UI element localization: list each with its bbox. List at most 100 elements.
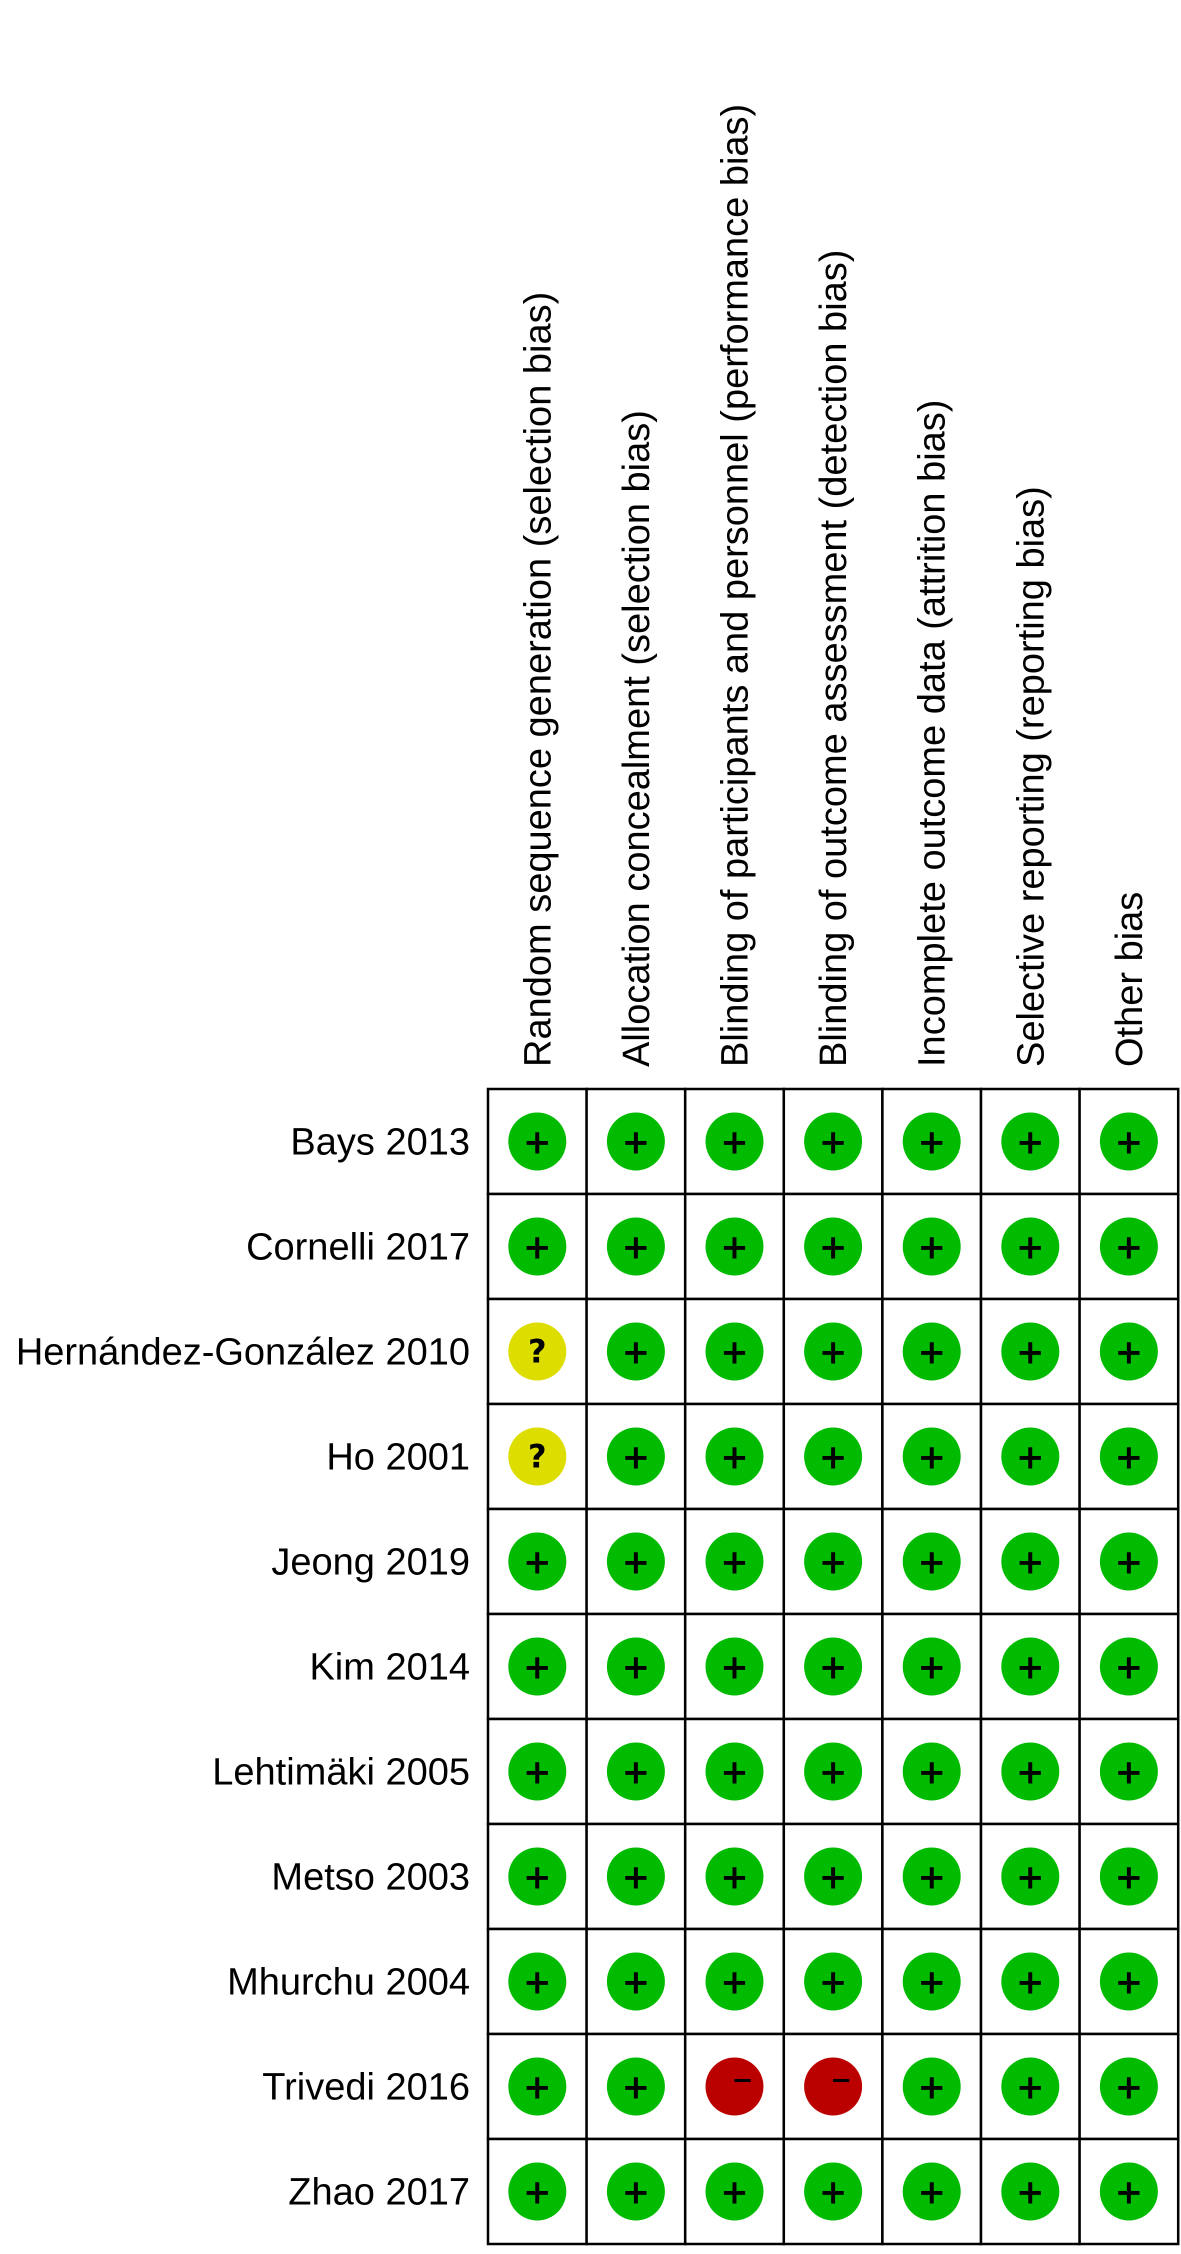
judgement-symbol: + <box>819 1438 848 1478</box>
assessment-grid: + + + + + + + + + + + + + +? + + + + + +? + + + + + + + + + + + + + + + + + +… <box>486 1087 1180 2246</box>
judgement-symbol: + <box>720 1858 749 1898</box>
judgement-dot <box>1099 2162 1158 2221</box>
column-label: Random sequence generation (selection bi… <box>517 292 559 1067</box>
judgement-dot <box>705 2162 764 2221</box>
judgement-dot <box>606 2162 665 2221</box>
column-label: Blinding of outcome assessment (detectio… <box>813 250 855 1067</box>
judgement-dot <box>606 1427 665 1486</box>
judgement-dot <box>705 1637 764 1696</box>
judgement-symbol: + <box>1115 1963 1144 2003</box>
judgement-symbol: + <box>622 1123 651 1163</box>
judgement-dot <box>804 2057 863 2116</box>
judgement-dot <box>902 2162 961 2221</box>
judgement-dot <box>606 1742 665 1801</box>
judgement-symbol: + <box>720 1753 749 1793</box>
judgement-dot <box>508 1532 567 1591</box>
judgement-dot <box>508 2057 567 2116</box>
judgement-dot <box>508 1427 567 1486</box>
judgement-dot <box>705 1952 764 2011</box>
table-cell <box>1078 1402 1180 1511</box>
judgement-symbol: + <box>523 1753 552 1793</box>
judgement-dot <box>705 1217 764 1276</box>
judgement-symbol: + <box>523 1648 552 1688</box>
judgement-symbol: + <box>819 1543 848 1583</box>
judgement-symbol: + <box>1115 1543 1144 1583</box>
judgement-dot <box>705 2057 764 2116</box>
judgement-symbol: + <box>523 2173 552 2213</box>
judgement-dot <box>1099 1322 1158 1381</box>
judgement-dot <box>1099 1637 1158 1696</box>
judgement-symbol: + <box>720 1543 749 1583</box>
judgement-symbol: + <box>523 2068 552 2108</box>
judgement-symbol: + <box>1016 1648 1045 1688</box>
judgement-dot <box>1099 1427 1158 1486</box>
judgement-symbol: + <box>622 1963 651 2003</box>
judgement-dot <box>902 1322 961 1381</box>
judgement-symbol: + <box>1115 2068 1144 2108</box>
judgement-symbol: + <box>1115 2173 1144 2213</box>
judgement-symbol: + <box>917 1333 946 1373</box>
judgement-dot <box>902 1427 961 1486</box>
judgement-dot <box>1001 1637 1060 1696</box>
judgement-dot <box>804 2162 863 2221</box>
judgement-dot <box>804 1217 863 1276</box>
judgement-symbol: + <box>1115 1753 1144 1793</box>
row-label: Hernández-González 2010 <box>16 1332 470 1374</box>
judgement-dot <box>1099 1532 1158 1591</box>
judgement-symbol: + <box>1016 1438 1045 1478</box>
judgement-dot <box>508 1217 567 1276</box>
row-label: Zhao 2017 <box>288 2172 470 2214</box>
judgement-symbol: + <box>622 1753 651 1793</box>
judgement-symbol: + <box>720 1438 749 1478</box>
judgement-dot <box>902 2057 961 2116</box>
judgement-symbol: + <box>1016 1543 1045 1583</box>
judgement-symbol: + <box>1115 1123 1144 1163</box>
judgement-symbol: + <box>1115 1648 1144 1688</box>
judgement-symbol: + <box>917 1228 946 1268</box>
judgement-dot <box>508 1847 567 1906</box>
row-label: Bays 2013 <box>290 1122 470 1164</box>
judgement-symbol: + <box>1115 1858 1144 1898</box>
judgement-dot <box>705 1322 764 1381</box>
judgement-dot <box>705 1532 764 1591</box>
judgement-dot <box>1099 1112 1158 1171</box>
judgement-dot <box>1099 1742 1158 1801</box>
table-cell <box>782 1402 884 1511</box>
judgement-symbol: + <box>720 1333 749 1373</box>
judgement-symbol: + <box>819 1858 848 1898</box>
judgement-symbol: + <box>819 1333 848 1373</box>
judgement-symbol: + <box>1016 1963 1045 2003</box>
judgement-symbol: + <box>917 1438 946 1478</box>
row-label: Lehtimäki 2005 <box>212 1752 470 1794</box>
column-label: Selective reporting (reporting bias) <box>1010 486 1052 1067</box>
judgement-dot <box>902 1847 961 1906</box>
column-label: Incomplete outcome data (attrition bias) <box>912 400 954 1067</box>
judgement-dot <box>705 1742 764 1801</box>
judgement-symbol: + <box>917 1123 946 1163</box>
judgement-symbol: + <box>720 1963 749 2003</box>
judgement-dot <box>705 1112 764 1171</box>
judgement-dot <box>1001 2162 1060 2221</box>
judgement-dot <box>804 1637 863 1696</box>
judgement-symbol: + <box>622 1648 651 1688</box>
judgement-dot <box>902 1952 961 2011</box>
judgement-symbol: + <box>523 1123 552 1163</box>
judgement-symbol: + <box>523 1963 552 2003</box>
judgement-dot <box>606 1847 665 1906</box>
judgement-dot <box>508 1952 567 2011</box>
judgement-symbol: + <box>1016 1753 1045 1793</box>
judgement-dot <box>902 1742 961 1801</box>
judgement-symbol: + <box>720 2173 749 2213</box>
row-label: Kim 2014 <box>309 1647 470 1689</box>
judgement-dot <box>902 1112 961 1171</box>
row-label: Jeong 2019 <box>271 1542 470 1584</box>
judgement-symbol: + <box>819 1228 848 1268</box>
row-label: Trivedi 2016 <box>262 2067 470 2109</box>
judgement-dot <box>902 1637 961 1696</box>
judgement-symbol: + <box>1115 1438 1144 1478</box>
judgement-dot <box>606 1217 665 1276</box>
row-label: Cornelli 2017 <box>246 1227 470 1269</box>
judgement-symbol: + <box>1115 1333 1144 1373</box>
judgement-dot <box>606 1532 665 1591</box>
